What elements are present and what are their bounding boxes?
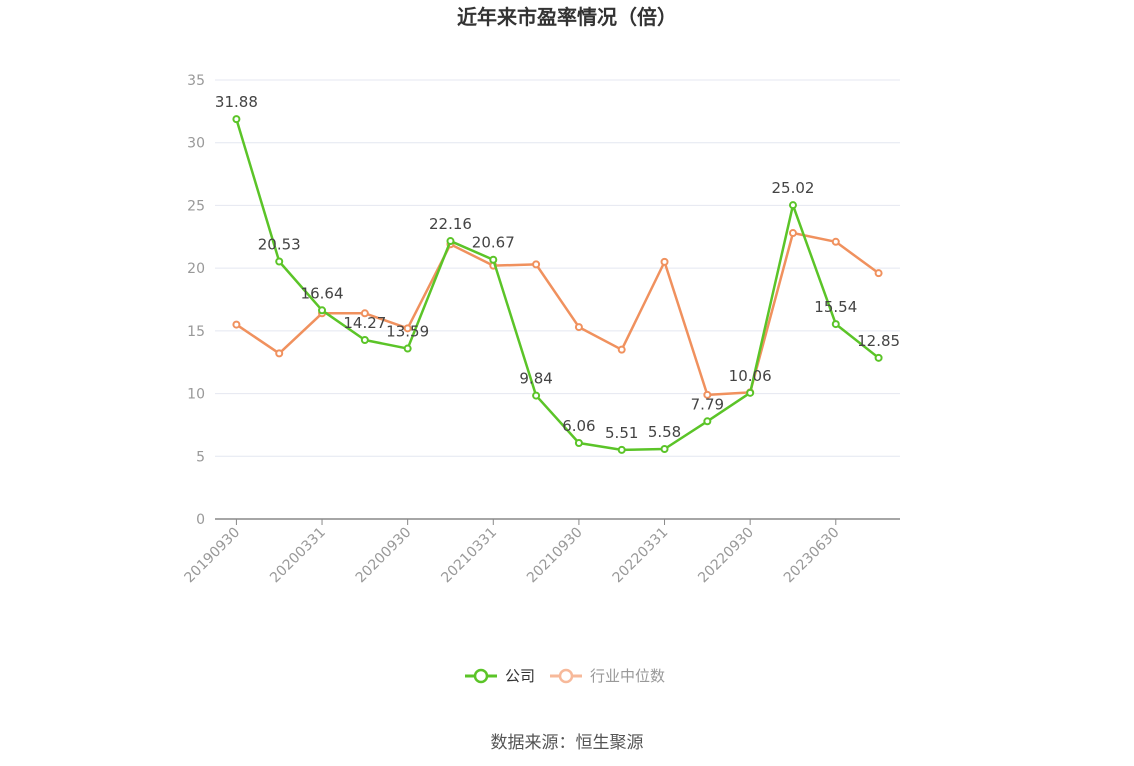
y-tick-label: 5 — [196, 449, 205, 465]
data-point — [874, 353, 883, 362]
data-point — [574, 438, 583, 447]
y-tick-label: 20 — [187, 261, 205, 277]
data-point — [831, 320, 840, 329]
data-point — [788, 229, 797, 238]
series-layer — [232, 115, 883, 454]
legend-label: 行业中位数 — [590, 667, 665, 685]
data-label: 16.64 — [301, 284, 344, 302]
data-label: 5.51 — [605, 424, 638, 442]
data-point — [703, 390, 712, 399]
x-tick-label: 20200930 — [353, 525, 415, 587]
data-label: 22.16 — [429, 215, 472, 233]
data-point — [275, 257, 284, 266]
data-point — [660, 445, 669, 454]
y-tick-label: 35 — [187, 73, 205, 89]
series-line-1 — [235, 231, 880, 397]
data-point — [532, 260, 541, 269]
data-label: 9.84 — [519, 370, 552, 388]
data-point — [574, 323, 583, 332]
data-point — [660, 257, 669, 266]
data-point — [232, 115, 241, 124]
data-label: 10.06 — [729, 367, 772, 385]
data-point — [360, 336, 369, 345]
data-label: 6.06 — [562, 417, 595, 435]
data-point — [617, 345, 626, 354]
data-point — [275, 349, 284, 358]
data-point — [446, 237, 455, 246]
data-label: 15.54 — [814, 298, 857, 316]
x-tick-label: 20210930 — [524, 525, 586, 587]
legend-marker — [473, 668, 489, 684]
legend-item-1[interactable]: 行业中位数 — [550, 667, 665, 685]
data-point — [532, 391, 541, 400]
grid-lines — [215, 79, 900, 457]
data-label: 12.85 — [857, 332, 900, 350]
data-point — [403, 344, 412, 353]
data-point — [489, 255, 498, 264]
x-tick-label: 20200331 — [267, 525, 329, 587]
data-point — [831, 237, 840, 246]
data-label: 7.79 — [691, 395, 724, 413]
x-tick-label: 20220331 — [610, 525, 672, 587]
data-point — [232, 320, 241, 329]
legend-marker — [558, 668, 574, 684]
data-point — [403, 324, 412, 333]
data-point — [318, 306, 327, 315]
data-label: 13.59 — [386, 323, 429, 341]
data-point — [617, 445, 626, 454]
x-tick-label: 20230630 — [781, 525, 843, 587]
legend-item-0[interactable]: 公司 — [465, 667, 535, 685]
y-tick-label: 0 — [196, 512, 205, 528]
x-tick-label: 20210331 — [438, 525, 500, 587]
y-tick-label: 10 — [187, 387, 205, 403]
axes: 0 5 10 15 20 25 30 35 20190930 20200331 20200930 20… — [182, 73, 900, 586]
data-label: 20.53 — [258, 235, 301, 253]
y-tick-label: 25 — [187, 198, 205, 214]
data-label: 5.58 — [648, 423, 681, 441]
data-point — [746, 388, 755, 397]
x-tick-label: 20190930 — [182, 525, 244, 587]
data-point — [360, 309, 369, 318]
data-label: 25.02 — [771, 179, 814, 197]
data-point — [703, 417, 712, 426]
x-tick-label: 20220930 — [695, 525, 757, 587]
chart-title: 近年来市盈率情况（倍） — [457, 5, 677, 29]
y-tick-label: 15 — [187, 324, 205, 340]
legend[interactable]: 公司 行业中位数 — [465, 667, 665, 685]
data-point — [788, 201, 797, 210]
y-tick-label: 30 — [187, 136, 205, 152]
source-note: 数据来源：恒生聚源 — [491, 733, 644, 753]
series-line-0 — [235, 118, 880, 452]
data-point — [874, 269, 883, 278]
data-label: 14.27 — [343, 314, 386, 332]
data-label: 20.67 — [472, 234, 515, 252]
legend-label: 公司 — [505, 667, 535, 685]
data-label: 31.88 — [215, 93, 258, 111]
